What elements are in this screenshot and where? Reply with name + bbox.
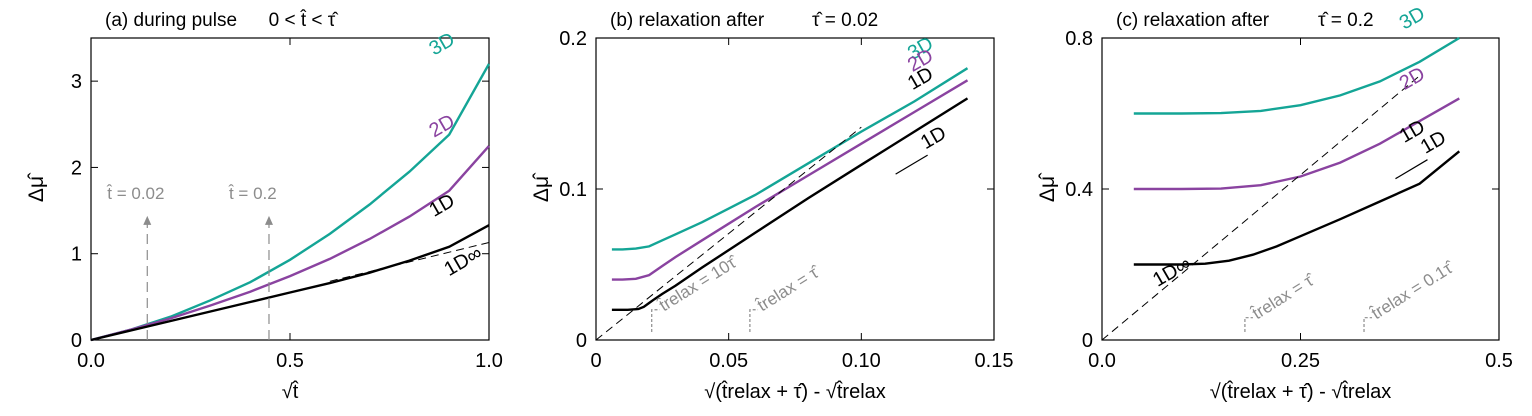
y-tick-label: 0.2 <box>559 28 587 50</box>
annotation-guide <box>1363 317 1373 332</box>
panel-b: 0 0.05 0.10 0.15 0 0.1 0.2 (b) relaxation after… <box>530 10 1013 403</box>
annotation-label: t̂relax = τ̂ <box>753 261 824 315</box>
y-tick-label: 0 <box>576 330 587 352</box>
x-tick-label: 0.15 <box>975 350 1014 372</box>
series-line <box>329 242 490 282</box>
series-label: 2D <box>1396 63 1429 95</box>
panel-c: 0.0 0.25 0.5 0 0.4 0.8 (c) relaxation after τ̂ … <box>1036 2 1513 403</box>
series-line <box>1101 75 1420 341</box>
series-label: 3D <box>426 28 459 60</box>
chart-title: (b) relaxation after <box>610 10 765 31</box>
x-axis-label: √(t̂relax + τ̂) - √t̂relax <box>704 380 886 403</box>
chart-title: (c) relaxation after <box>1116 10 1270 31</box>
y-tick-label: 0.1 <box>559 179 587 201</box>
series-label: 2D <box>426 110 459 142</box>
series-line <box>90 224 490 342</box>
annotation-guide <box>1244 317 1253 332</box>
chart-title: (a) during pulse <box>105 10 237 31</box>
y-tick-label: 0.4 <box>1065 179 1093 201</box>
annotation-label: t̂relax = 0.1τ̂ <box>1367 257 1458 324</box>
series-line <box>611 67 969 251</box>
x-axis-label: √t̂ <box>282 380 300 403</box>
y-tick-label: 0 <box>71 330 82 352</box>
x-tick-label: 1.0 <box>475 350 503 372</box>
annotation-guide <box>651 309 660 332</box>
series-line <box>1133 150 1461 266</box>
series-line <box>595 126 862 341</box>
x-tick-label: 0.25 <box>1281 350 1320 372</box>
chart-title-math: τ̂ = 0.2 <box>1318 10 1374 31</box>
annotation-label: t̂relax = τ̂ <box>1248 269 1319 323</box>
x-tick-label: 0 <box>590 350 601 372</box>
x-tick-label: 0.5 <box>1485 350 1513 372</box>
x-tick-label: 0.05 <box>709 350 748 372</box>
x-tick-label: 0.0 <box>77 350 105 372</box>
panel-a: 0.0 0.5 1.0 0 1 2 3 (a) during pulse 0 < t̂ < τ̂… <box>25 9 503 403</box>
annotation-guide <box>749 309 758 332</box>
y-axis-label: Δμ̂ <box>25 172 48 202</box>
y-axis-label: Δμ̂ <box>530 172 553 202</box>
annotation-arrowhead <box>264 215 273 225</box>
y-tick-label: 0 <box>1082 330 1093 352</box>
y-axis-label: Δμ̂ <box>1036 172 1059 202</box>
y-tick-label: 0.8 <box>1065 28 1093 50</box>
series-line <box>611 79 969 281</box>
annotation-arrow <box>895 154 928 175</box>
series-line <box>1133 36 1460 115</box>
series-line <box>90 145 490 342</box>
annotation-label: t̂ = 0.02 <box>106 184 164 203</box>
x-tick-label: 0.5 <box>276 350 304 372</box>
series-label: 1D∞ <box>1149 253 1194 292</box>
annotation-arrow <box>1395 159 1428 180</box>
annotation-label: t̂ = 0.2 <box>228 184 277 203</box>
chart-title-math: τ̂ = 0.02 <box>812 10 878 31</box>
series-line <box>611 97 969 311</box>
annotation-arrowhead <box>143 215 152 225</box>
series-label: 3D <box>1396 2 1429 34</box>
x-tick-label: 0.10 <box>842 350 881 372</box>
series-line <box>1133 97 1460 191</box>
x-tick-label: 0.0 <box>1088 350 1116 372</box>
x-axis-label: √(t̂relax + τ̂) - √t̂relax <box>1210 380 1392 403</box>
y-tick-label: 3 <box>71 71 82 93</box>
series-label: 1D <box>426 190 459 222</box>
chart-title-math: 0 < t̂ < τ̂ <box>269 9 340 31</box>
y-tick-label: 1 <box>71 244 82 266</box>
y-tick-label: 2 <box>71 157 82 179</box>
